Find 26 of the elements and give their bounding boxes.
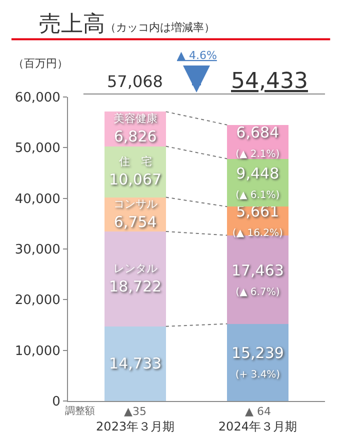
y-axis-title: （百万円） [13, 57, 68, 70]
data-label: 美容健康 6,826 [113, 112, 158, 146]
text: ▲ 4.6% [177, 49, 217, 62]
y-tick-label: 60,000 [14, 90, 60, 106]
y-tick-label: 10,000 [14, 344, 60, 359]
text: ▲ 64 [245, 405, 271, 418]
data-label: 15,239 (+ 3.4%) [231, 344, 284, 381]
data-label: コンサル 6,754 [113, 198, 158, 232]
data-label: 14,733 [109, 354, 162, 373]
y-tick-label: 40,000 [14, 192, 60, 207]
y-tick-label: 30,000 [14, 242, 60, 258]
y-tick-label: 20,000 [14, 293, 60, 308]
y-tick-label: 50,000 [14, 141, 60, 156]
text: 57,068 [107, 72, 163, 91]
y-tick-label: 0 [52, 394, 60, 410]
text: ▲35 [124, 405, 146, 418]
chart-subtitle: （カッコ内は増減率） [105, 21, 215, 34]
data-label: 6,684 (▲ 2.1%) [236, 124, 280, 160]
data-label: 住 宅 10,067 [109, 155, 162, 189]
x-tick-label: 2023年３月期 [96, 419, 175, 434]
data-label: 9,448 (▲ 6.1%) [236, 164, 280, 201]
text: 54,433 [231, 69, 308, 94]
text: 調整額 [65, 405, 95, 417]
x-tick-label: 2024年３月期 [218, 419, 297, 434]
data-label: 17,463 (▲ 6.7%) [231, 261, 284, 298]
data-label: レンタル 18,722 [109, 262, 162, 296]
